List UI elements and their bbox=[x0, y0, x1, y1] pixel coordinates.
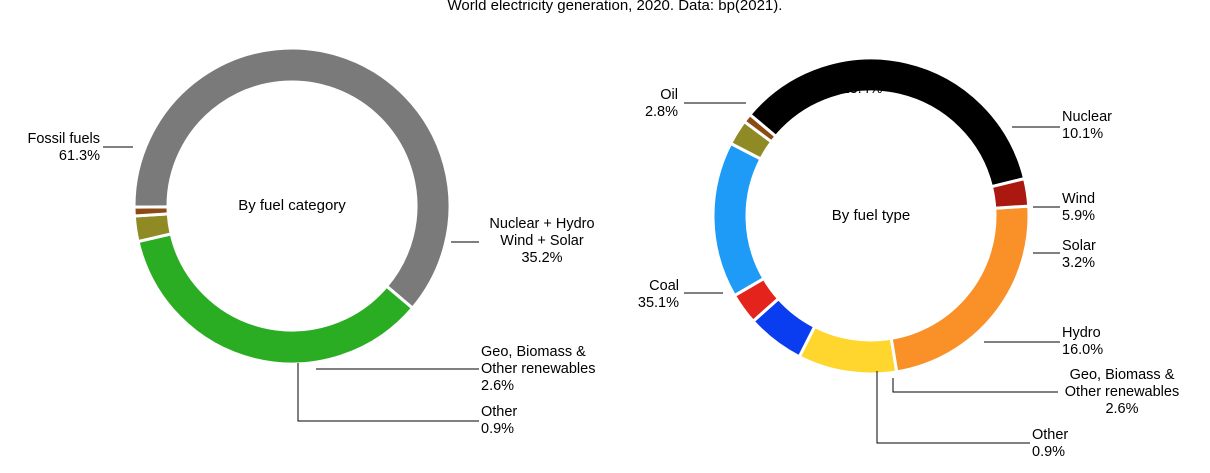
data-label-nuclear-hydro-wind-solar: Nuclear + Hydro Wind + Solar 35.2% bbox=[489, 216, 594, 266]
leader-line-other bbox=[876, 371, 1030, 444]
data-label-solar: Solar 3.2% bbox=[1062, 238, 1096, 271]
data-label-coal: Coal 35.1% bbox=[638, 278, 679, 311]
data-label-nuclear: Nuclear 10.1% bbox=[1062, 109, 1112, 142]
data-label-oil: Oil 2.8% bbox=[645, 87, 678, 120]
data-label-other: Other 0.9% bbox=[1032, 427, 1068, 460]
slice-oil bbox=[989, 177, 1031, 210]
data-label-fossil: Fossil fuels 61.3% bbox=[27, 131, 100, 164]
leader-line-other bbox=[297, 363, 479, 422]
data-label-geo-biomass: Geo, Biomass & Other renewables 2.6% bbox=[481, 344, 595, 394]
slice-other bbox=[132, 205, 170, 218]
data-label-gas: Gas 23.4% bbox=[841, 64, 882, 97]
donut-chart-1: By fuel category Fossil fuels 61.3% Nuclear… bbox=[27, 46, 595, 437]
center-label: By fuel category bbox=[238, 197, 346, 214]
slice-coal bbox=[748, 56, 1027, 189]
leader-line-geo-biomass bbox=[892, 378, 1058, 393]
data-label-other: Other 0.9% bbox=[481, 404, 517, 437]
slice-gas bbox=[889, 204, 1031, 374]
data-label-hydro: Hydro 16.0% bbox=[1062, 325, 1103, 358]
donut-chart-2: By fuel type Gas 23.4% Nuclear 10.1% Wind 5.9%… bbox=[638, 56, 1179, 460]
chart-title: World electricity generation, 2020. Data… bbox=[448, 0, 783, 14]
data-label-wind: Wind 5.9% bbox=[1062, 191, 1095, 224]
data-label-geo-biomass: Geo, Biomass & Other renewables 2.6% bbox=[1065, 367, 1179, 417]
slice-nuclear-hydro-wind-solar bbox=[136, 232, 415, 366]
slice-fossil bbox=[132, 46, 452, 310]
slice-nuclear bbox=[797, 324, 899, 376]
center-label: By fuel type bbox=[832, 207, 910, 224]
slice-hydro bbox=[711, 141, 766, 298]
